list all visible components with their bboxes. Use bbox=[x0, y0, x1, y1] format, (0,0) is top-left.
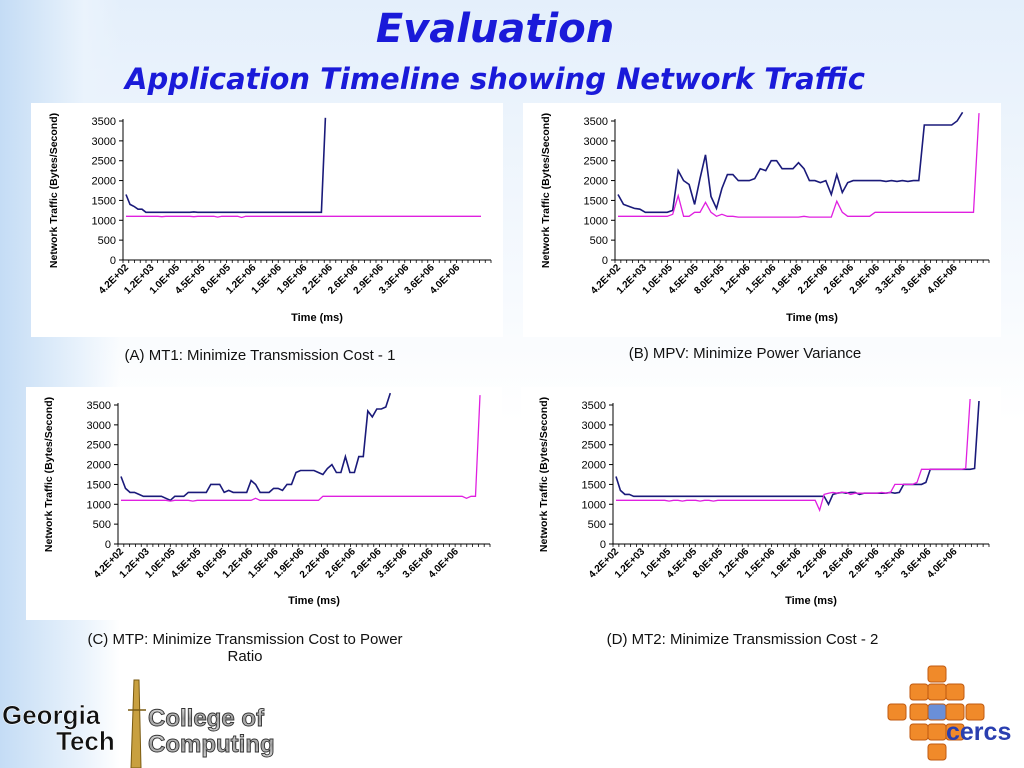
cercs-logo: cercs bbox=[887, 665, 1011, 761]
y-tick-label: 3000 bbox=[584, 136, 608, 148]
slide-subtitle: Application Timeline showing Network Tra… bbox=[125, 62, 865, 96]
series-line-2 bbox=[618, 113, 980, 218]
series-line-2 bbox=[121, 395, 481, 502]
caption-b: (B) MPV: Minimize Power Variance bbox=[628, 345, 862, 362]
y-tick-label: 1500 bbox=[584, 195, 608, 207]
y-tick-label: 1500 bbox=[92, 195, 116, 207]
chart-panel-d: 0 500 1000 1500 2000 2500 3000 3500 4.2E+02 1.2E+… bbox=[521, 387, 1001, 620]
logo-word-georgia: Georgia bbox=[2, 700, 101, 730]
logo-word-college: College of bbox=[148, 705, 265, 732]
y-tick-label: 2000 bbox=[87, 460, 111, 472]
georgia-tech-logo: Georgia Tech College of Computing bbox=[2, 679, 275, 768]
y-tick-label: 500 bbox=[93, 519, 111, 531]
series-line-1 bbox=[617, 111, 964, 214]
y-axis-title: Network Traffic (Bytes/Second) bbox=[48, 113, 60, 268]
y-tick-label: 500 bbox=[590, 235, 608, 247]
caption-d: (D) MT2: Minimize Transmission Cost - 2 bbox=[606, 631, 879, 648]
x-axis-title: Time (ms) bbox=[785, 595, 837, 607]
line-chart-d: 05001000150020002500300035004.2E+021.2E+… bbox=[538, 397, 990, 607]
y-tick-label: 3000 bbox=[582, 420, 606, 432]
y-tick-label: 1000 bbox=[582, 499, 606, 511]
logo-word-computing: Computing bbox=[148, 731, 275, 758]
y-axis-title: Network Traffic (Bytes/Second) bbox=[538, 397, 550, 552]
y-tick-label: 2000 bbox=[584, 176, 608, 188]
line-chart-c: 05001000150020002500300035004.2E+021.2E+… bbox=[43, 392, 491, 607]
y-tick-label: 2000 bbox=[92, 176, 116, 188]
y-tick-label: 1000 bbox=[92, 215, 116, 227]
chart-panel-b: 0 500 1000 1500 2000 2500 3000 3500 4.2E+02 1.2E+… bbox=[523, 103, 1001, 337]
y-tick-label: 2500 bbox=[92, 156, 116, 168]
y-tick-label: 3500 bbox=[92, 116, 116, 128]
y-tick-label: 1000 bbox=[87, 499, 111, 511]
y-tick-label: 0 bbox=[600, 539, 606, 551]
y-tick-label: 0 bbox=[110, 255, 116, 267]
series-line-1 bbox=[615, 400, 980, 507]
caption-a: (A) MT1: Minimize Transmission Cost - 1 bbox=[124, 347, 396, 364]
series-line-1 bbox=[125, 117, 327, 214]
slide-title: Evaluation bbox=[375, 6, 615, 52]
y-axis-title: Network Traffic (Bytes/Second) bbox=[43, 397, 55, 552]
y-tick-label: 0 bbox=[105, 539, 111, 551]
caption-c-line2: Ratio bbox=[227, 648, 263, 665]
y-tick-label: 2500 bbox=[584, 156, 608, 168]
y-tick-label: 2500 bbox=[87, 440, 111, 452]
y-tick-label: 500 bbox=[98, 235, 116, 247]
cercs-grid-icon bbox=[887, 665, 985, 761]
y-tick-label: 3500 bbox=[582, 400, 606, 412]
line-chart-b: 05001000150020002500300035004.2E+021.2E+… bbox=[540, 111, 990, 324]
series-line-1 bbox=[120, 392, 392, 502]
y-tick-label: 3500 bbox=[584, 116, 608, 128]
y-tick-label: 0 bbox=[602, 255, 608, 267]
y-tick-label: 500 bbox=[588, 519, 606, 531]
y-tick-label: 3500 bbox=[87, 400, 111, 412]
caption-c: (C) MTP: Minimize Transmission Cost to P… bbox=[20, 631, 470, 665]
series-line-2 bbox=[616, 398, 971, 513]
y-axis-title: Network Traffic (Bytes/Second) bbox=[540, 113, 552, 268]
cercs-wordmark: cercs bbox=[946, 718, 1011, 746]
x-axis-title: Time (ms) bbox=[288, 595, 340, 607]
caption-c-line1: (C) MTP: Minimize Transmission Cost to P… bbox=[87, 631, 403, 648]
y-tick-label: 2500 bbox=[582, 440, 606, 452]
x-axis-title: Time (ms) bbox=[786, 312, 838, 324]
y-tick-label: 1500 bbox=[87, 479, 111, 491]
logo-word-tech: Tech bbox=[56, 726, 115, 756]
tower-icon bbox=[130, 679, 142, 768]
y-tick-label: 1500 bbox=[582, 479, 606, 491]
y-tick-label: 1000 bbox=[584, 215, 608, 227]
line-chart-a: 05001000150020002500300035004.2E+021.2E+… bbox=[48, 113, 492, 324]
series-line-2 bbox=[126, 215, 481, 219]
x-axis-title: Time (ms) bbox=[291, 312, 343, 324]
chart-panel-c: 0 500 1000 1500 2000 2500 3000 3500 4.2E+02 1.2E+… bbox=[26, 387, 502, 620]
y-tick-label: 3000 bbox=[87, 420, 111, 432]
y-tick-label: 2000 bbox=[582, 460, 606, 472]
y-tick-label: 3000 bbox=[92, 136, 116, 148]
chart-panel-a: 0 500 1000 1500 2000 2500 3000 3500 4.2E+02 1.2E+… bbox=[31, 103, 503, 337]
